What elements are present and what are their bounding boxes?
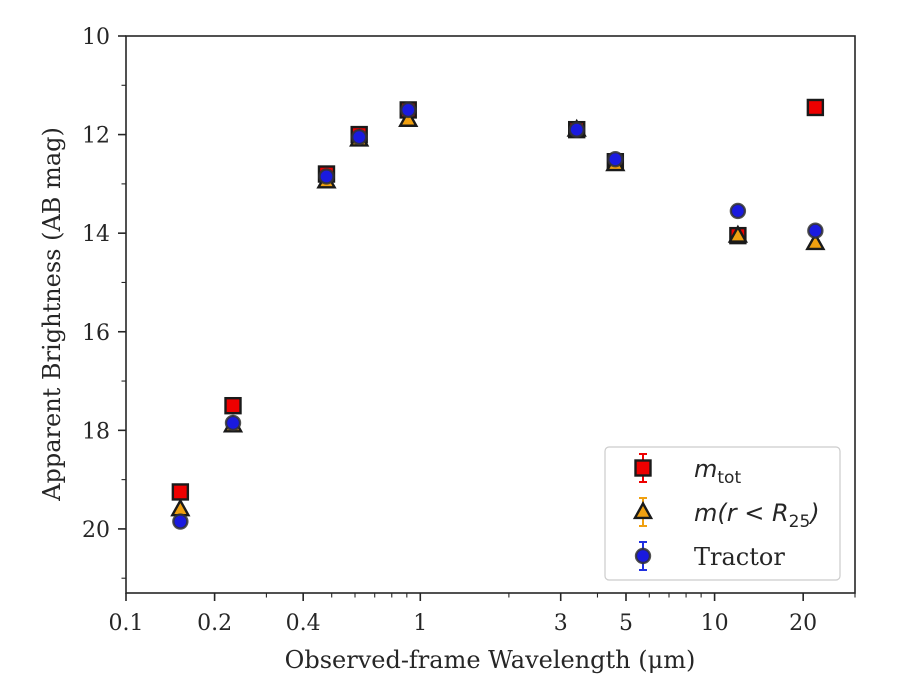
data-point-circle [607, 151, 624, 168]
x-tick-label: 3 [554, 611, 568, 636]
data-point-circle [350, 128, 368, 146]
data-point-square [224, 396, 242, 415]
legend: mtot m(r < R25) Tractor [604, 446, 841, 581]
data-points [170, 98, 826, 530]
y-tick-label: 18 [82, 419, 110, 444]
data-point-circle [318, 168, 335, 185]
x-tick-label: 0.1 [109, 611, 144, 636]
data-point-circle [172, 513, 189, 530]
x-tick-label: 5 [619, 611, 633, 636]
data-point-triangle [727, 224, 749, 243]
y-tick-label: 20 [82, 518, 110, 543]
data-point-triangle [805, 232, 826, 251]
y-tick-label: 14 [82, 222, 110, 247]
legend-marker-triangle [632, 501, 654, 520]
legend-label-rest: ) [808, 499, 819, 527]
x-axis-label: Observed-frame Wavelength (μm) [285, 646, 696, 674]
axis-ticks: 0.1 0.2 0.4 1 3 5 10 20 10 12 14 16 18 20 [82, 25, 856, 636]
data-point-circle [729, 202, 747, 220]
data-point-square [806, 98, 825, 117]
legend-marker-circle [634, 547, 652, 565]
y-tick-label: 10 [82, 25, 110, 50]
data-point-circle [568, 121, 585, 138]
legend-label: m(r < R25) [694, 499, 820, 532]
legend-label-subscript: 25 [789, 512, 811, 532]
series-circle [172, 101, 824, 530]
legend-label: Tractor [694, 543, 785, 571]
y-axis-label: Apparent Brightness (AB mag) [38, 127, 66, 502]
legend-marker-square [634, 459, 652, 477]
data-point-circle [807, 222, 824, 239]
x-tick-label: 0.2 [197, 611, 232, 636]
data-point-triangle [398, 108, 419, 127]
plot-frame [125, 35, 856, 594]
x-tick-label: 0.4 [286, 611, 321, 636]
legend-label-subscript: tot [717, 468, 741, 488]
data-point-circle [400, 101, 417, 119]
legend-box [604, 446, 841, 581]
y-tick-label: 16 [82, 321, 110, 346]
legend-label-main: m(r < R [694, 499, 789, 527]
data-point-circle [224, 414, 242, 432]
y-tick-label: 12 [82, 124, 110, 149]
legend-label: mtot [694, 455, 741, 488]
x-tick-label: 1 [413, 611, 427, 636]
x-tick-label: 20 [789, 611, 817, 636]
x-tick-label: 10 [701, 611, 729, 636]
data-point-square [171, 483, 190, 501]
legend-label-main: m [694, 455, 717, 483]
